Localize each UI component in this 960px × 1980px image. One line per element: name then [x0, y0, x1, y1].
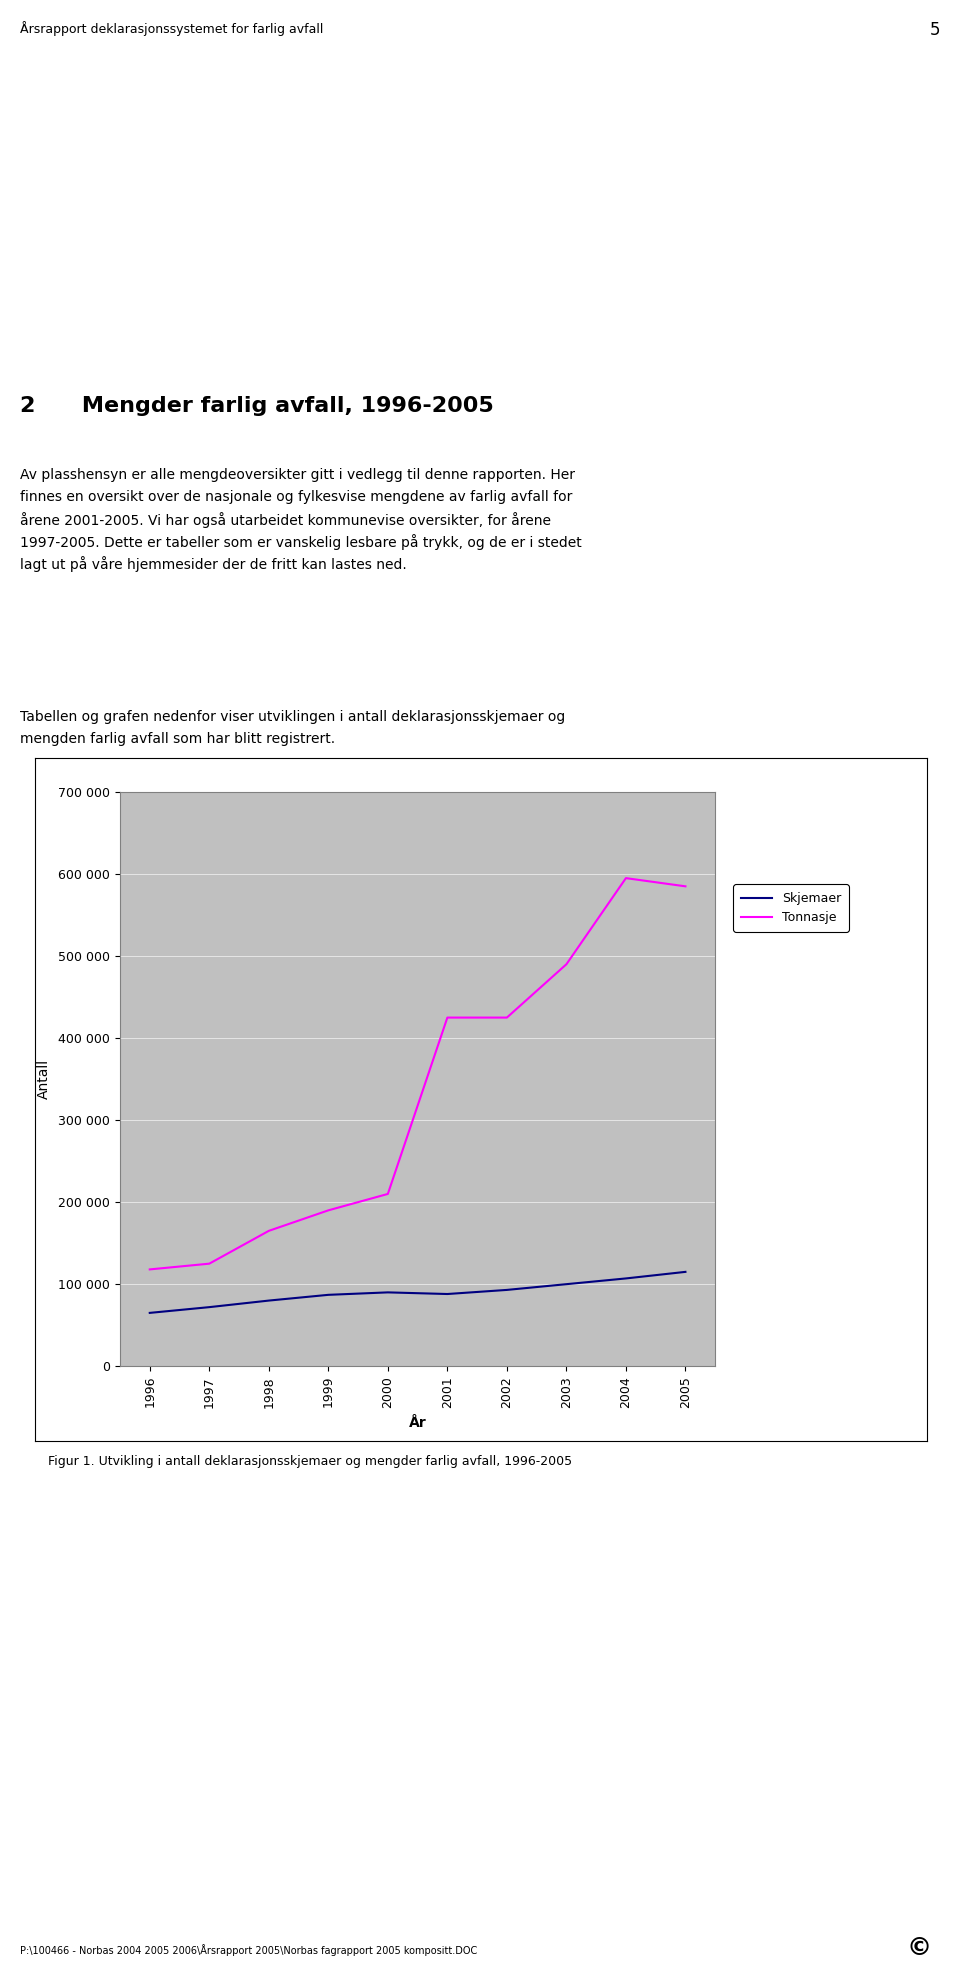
X-axis label: År: År: [409, 1416, 426, 1430]
Tonnasje: [144, 1257, 156, 1281]
Skjemaer: [442, 1283, 453, 1307]
Text: Figur 1. Utvikling i antall deklarasjonsskjemaer og mengder farlig avfall, 1996-: Figur 1. Utvikling i antall deklarasjons…: [48, 1455, 572, 1469]
Skjemaer: [501, 1277, 513, 1301]
Text: Av plasshensyn er alle mengdeoversikter gitt i vedlegg til denne rapporten. Her: Av plasshensyn er alle mengdeoversikter …: [20, 467, 575, 481]
Text: 5: 5: [929, 20, 940, 40]
Legend: Skjemaer, Tonnasje: Skjemaer, Tonnasje: [733, 885, 849, 933]
Tonnasje: [323, 1198, 334, 1222]
Skjemaer: [382, 1281, 394, 1305]
Text: P:\100466 - Norbas 2004 2005 2006\Årsrapport 2005\Norbas fagrapport 2005 komposi: P:\100466 - Norbas 2004 2005 2006\Årsrap…: [20, 1944, 477, 1956]
Text: lagt ut på våre hjemmesider der de fritt kan lastes ned.: lagt ut på våre hjemmesider der de fritt…: [20, 556, 407, 572]
Text: Tabellen og grafen nedenfor viser utviklingen i antall deklarasjonsskjemaer og: Tabellen og grafen nedenfor viser utvikl…: [20, 711, 565, 725]
Text: Årsrapport deklarasjonssystemet for farlig avfall: Årsrapport deklarasjonssystemet for farl…: [20, 20, 324, 36]
Y-axis label: Antall: Antall: [37, 1059, 51, 1099]
Tonnasje: [263, 1220, 275, 1243]
Text: finnes en oversikt over de nasjonale og fylkesvise mengdene av farlig avfall for: finnes en oversikt over de nasjonale og …: [20, 489, 572, 505]
Skjemaer: [263, 1289, 275, 1313]
Line: Skjemaer: Skjemaer: [150, 1271, 685, 1313]
Skjemaer: [561, 1273, 572, 1297]
Text: mengden farlig avfall som har blitt registrert.: mengden farlig avfall som har blitt regi…: [20, 733, 335, 746]
Tonnasje: [680, 875, 691, 899]
Text: ©: ©: [906, 1936, 931, 1960]
Line: Tonnasje: Tonnasje: [150, 879, 685, 1269]
Text: 1997-2005. Dette er tabeller som er vanskelig lesbare på trykk, og de er i stede: 1997-2005. Dette er tabeller som er vans…: [20, 535, 582, 550]
Skjemaer: [620, 1267, 632, 1291]
Tonnasje: [501, 1006, 513, 1030]
Tonnasje: [442, 1006, 453, 1030]
Tonnasje: [382, 1182, 394, 1206]
Tonnasje: [561, 952, 572, 976]
Tonnasje: [620, 867, 632, 891]
Skjemaer: [323, 1283, 334, 1307]
Skjemaer: [680, 1259, 691, 1283]
Text: 2      Mengder farlig avfall, 1996-2005: 2 Mengder farlig avfall, 1996-2005: [20, 396, 493, 416]
Skjemaer: [144, 1301, 156, 1325]
Skjemaer: [204, 1295, 215, 1319]
Text: årene 2001-2005. Vi har også utarbeidet kommunevise oversikter, for årene: årene 2001-2005. Vi har også utarbeidet …: [20, 513, 551, 529]
Tonnasje: [204, 1251, 215, 1275]
